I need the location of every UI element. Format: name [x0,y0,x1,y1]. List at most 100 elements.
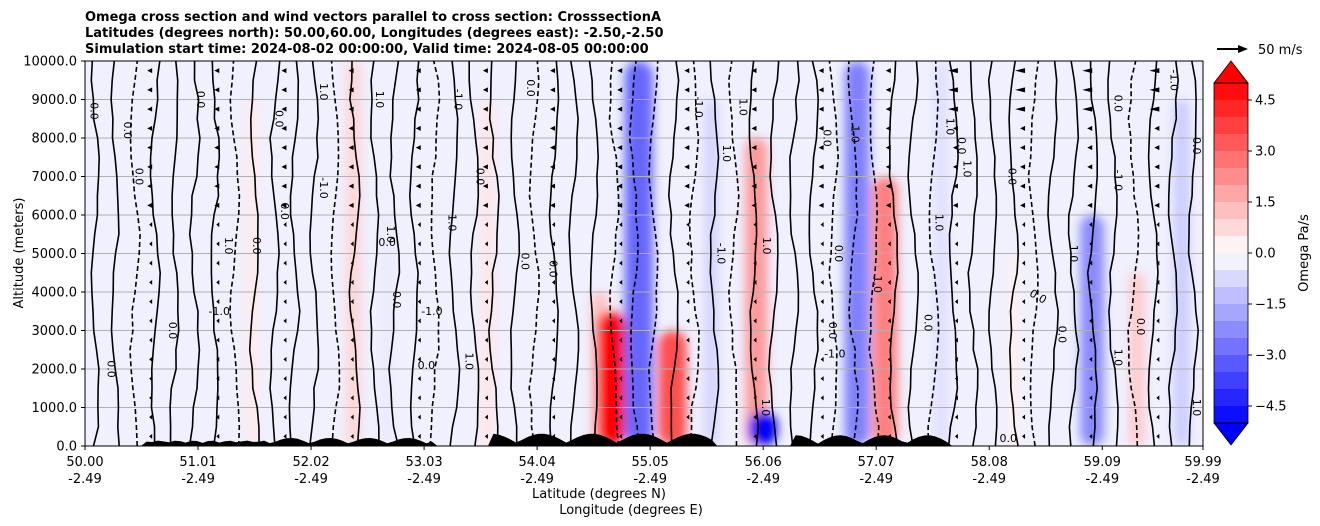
colorbar-segment-19 [1214,83,1248,100]
wind-vector-72 [350,356,354,362]
wind-vector-143 [552,279,556,285]
wind-vector-271 [1154,145,1160,151]
wind-vector-298 [684,106,690,112]
wind-vector-307 [147,87,153,93]
wind-vector-241 [281,164,287,170]
contour-label-50: -1.0 [1112,170,1125,191]
wind-vector-110 [619,318,623,324]
wind-vector-38 [350,395,354,401]
wind-vector-297 [617,106,623,112]
wind-vector-6 [484,433,488,439]
colorbar-tick-label-6: −4.5 [1255,400,1287,415]
contour-line-14 [369,61,380,446]
x-tick-lon-10: -2.49 [1186,472,1220,487]
wind-vector-333 [751,68,757,74]
wind-vector-215 [818,202,824,208]
wind-vector-48 [1022,395,1026,401]
wind-vector-181 [820,241,824,247]
wind-vector-174 [350,241,354,247]
contour-label-35: 0.0 [826,322,839,340]
contour-line-25 [588,61,600,446]
y-tick-label-4: 4000.0 [32,286,78,301]
y-tick-label-0: 0.0 [56,440,77,455]
title-line-2: Latitudes (degrees north): 50.00,60.00, … [85,26,664,41]
wind-vector-129 [753,299,757,305]
contour-line-54 [1167,61,1180,446]
colorbar-tick-label-1: 3.0 [1255,145,1276,160]
contour-line-13 [348,61,361,446]
wind-vector-52 [149,376,153,382]
wind-vector-88 [283,337,287,343]
wind-vector-148 [887,279,891,285]
wind-vector-29 [887,414,891,420]
wind-vector-71 [283,356,287,362]
x-tick-lat-1: 51.01 [179,455,216,470]
wind-vector-5 [417,433,421,439]
contour-line-22 [528,61,540,446]
wind-vector-138 [216,279,220,285]
contour-label-18: 1.0 [463,353,476,371]
contour-line-11 [309,61,320,446]
colorbar-segment-5 [1214,321,1248,338]
contour-label-53: -1.0 [1168,70,1181,91]
contour-label-48: 1.0 [1112,349,1125,367]
y-tick-label-3: 3000.0 [32,324,78,339]
contour-line-42 [927,61,940,446]
wind-vector-275 [281,125,287,131]
wind-vector-123 [350,299,354,305]
y-tick-label-10: 10000.0 [23,55,77,70]
colorbar-segment-11 [1214,219,1248,236]
colorbar-tick-label-5: −3.0 [1255,349,1287,364]
wind-vector-188 [149,222,153,228]
wind-vector-164 [820,260,824,266]
wind-vector-328 [415,68,421,74]
contour-line-15 [388,61,401,446]
wind-vector-312 [482,87,488,93]
wind-vector-159 [484,260,488,266]
wind-vector-278 [482,125,488,131]
colorbar-segment-10 [1214,236,1248,253]
omega-band-8 [658,330,687,446]
colorbar-segment-6 [1214,304,1248,321]
wind-vector-114 [887,318,891,324]
wind-vector-28 [820,414,824,420]
wind-vector-203 [1156,222,1160,228]
contour-line-26 [608,61,620,446]
wind-vector-329 [482,68,488,74]
wind-vectors [147,68,1160,439]
wind-vector-75 [552,356,556,362]
x-tick-lat-9: 59.09 [1084,455,1121,470]
colorbar-segment-0 [1214,406,1248,423]
wind-vector-182 [887,241,891,247]
wind-vector-144 [619,279,623,285]
omega-band-18 [1173,99,1190,446]
wind-vector-212 [617,202,623,208]
colorbar-segment-4 [1214,338,1248,355]
contour-label-29: -1.0 [714,243,727,264]
wind-vector-199 [887,222,891,228]
wind-vector-225 [348,183,354,189]
contour-line-46 [1008,61,1020,446]
contour-label-47: 0.0 [1134,318,1147,336]
x-tick-lat-5: 55.05 [632,455,669,470]
wind-vector-265 [751,145,757,151]
contour-line-34 [767,61,780,446]
colorbar-segment-3 [1214,355,1248,372]
wind-vector-67 [1156,376,1160,382]
wind-vector-249 [818,164,824,170]
wind-vector-192 [417,222,421,228]
contour-label-9: 1.0 [317,83,330,101]
wind-vector-253 [1087,164,1093,170]
wind-vector-55 [350,376,354,382]
wind-vector-330 [550,68,556,74]
wind-vector-107 [417,318,421,324]
wind-vector-264 [684,145,690,151]
wind-vector-2 [216,433,220,439]
wind-vector-156 [283,260,287,266]
wind-vector-108 [484,318,488,324]
y-tick-label-6: 6000.0 [32,209,78,224]
contour-line-40 [888,61,899,446]
wind-vector-338 [1082,68,1093,74]
wind-vector-10 [753,433,757,439]
wind-vector-154 [149,260,153,266]
